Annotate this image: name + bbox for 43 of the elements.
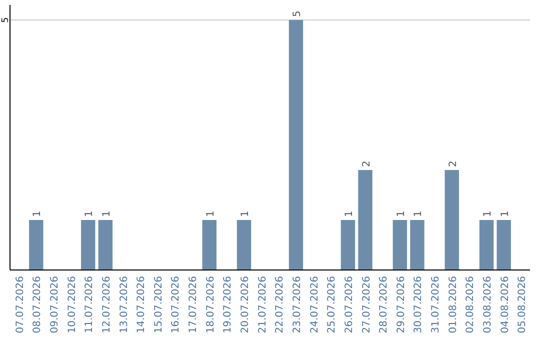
- x-tick-label: 01.08.2026: [448, 276, 459, 334]
- data-label: 1: [413, 210, 424, 217]
- x-tick-label: 21.07.2026: [257, 276, 268, 334]
- data-label: 1: [32, 210, 44, 217]
- x-tick-label: 30.07.2026: [413, 276, 424, 334]
- data-label: 1: [84, 210, 96, 217]
- x-tick-label: 16.07.2026: [170, 276, 182, 334]
- data-label: 1: [482, 210, 494, 217]
- x-tick-label: 20.07.2026: [240, 276, 252, 334]
- x-tick-label: 23.07.2026: [292, 276, 303, 334]
- x-tick-label: 17.07.2026: [188, 276, 200, 334]
- x-tick-label: 19.07.2026: [222, 276, 234, 334]
- x-tick-label: 02.08.2026: [465, 276, 476, 334]
- x-tick-label: 08.07.2026: [32, 276, 44, 334]
- x-tick-label: 07.07.2026: [14, 276, 26, 334]
- x-tick-label: 04.08.2026: [500, 276, 511, 334]
- x-tick-label: 05.08.2026: [517, 276, 528, 334]
- x-tick-label: 10.07.2026: [66, 276, 78, 334]
- x-tick-label: 09.07.2026: [49, 276, 60, 334]
- data-label: 2: [361, 160, 372, 167]
- data-label: 2: [448, 160, 459, 167]
- x-tick-label: 22.07.2026: [274, 276, 286, 334]
- data-label: 5: [292, 10, 303, 17]
- x-tick-label: 26.07.2026: [344, 276, 355, 334]
- x-tick-label: 12.07.2026: [101, 276, 112, 334]
- x-tick-label: 13.07.2026: [118, 276, 130, 334]
- data-label: 1: [240, 210, 252, 217]
- x-tick-label: 15.07.2026: [153, 276, 164, 334]
- data-label: 1: [344, 210, 355, 217]
- x-tick-label: 29.07.2026: [396, 276, 407, 334]
- x-tick-label: 24.07.2026: [309, 276, 320, 334]
- x-tick-label: 31.07.2026: [430, 276, 442, 334]
- data-label: 1: [101, 210, 112, 217]
- x-tick-label: 28.07.2026: [378, 276, 390, 334]
- data-label: 1: [500, 210, 511, 217]
- data-label: 1: [396, 210, 407, 217]
- x-tick-label: 11.07.2026: [84, 276, 96, 334]
- x-tick-label: 18.07.2026: [205, 276, 216, 334]
- x-tick-label: 27.07.2026: [361, 276, 372, 334]
- data-label: 1: [205, 210, 216, 217]
- x-tick-label: 03.08.2026: [482, 276, 494, 334]
- x-tick-label: 25.07.2026: [326, 276, 338, 334]
- x-tick-label: 14.07.2026: [136, 276, 148, 334]
